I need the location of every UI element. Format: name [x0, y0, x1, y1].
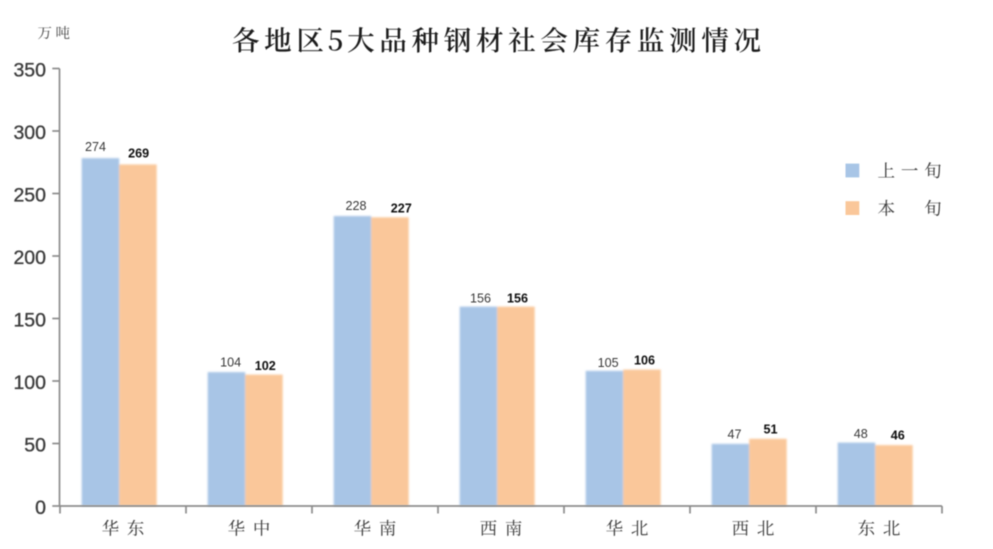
svg-text:106: 106: [634, 353, 655, 367]
svg-text:156: 156: [507, 291, 528, 305]
svg-text:300: 300: [13, 122, 46, 144]
svg-text:227: 227: [391, 202, 412, 216]
svg-text:46: 46: [891, 429, 905, 443]
svg-text:269: 269: [128, 147, 149, 161]
svg-text:0: 0: [35, 497, 46, 519]
svg-text:105: 105: [598, 356, 619, 370]
svg-text:102: 102: [255, 359, 276, 373]
svg-text:100: 100: [13, 372, 46, 394]
svg-text:48: 48: [854, 427, 868, 441]
svg-text:350: 350: [13, 59, 46, 81]
svg-text:47: 47: [727, 427, 741, 441]
svg-text:274: 274: [85, 140, 106, 154]
svg-text:51: 51: [763, 422, 777, 436]
svg-text:228: 228: [345, 199, 366, 213]
svg-text:50: 50: [24, 434, 46, 456]
svg-text:200: 200: [13, 247, 46, 269]
svg-text:104: 104: [220, 356, 241, 370]
svg-text:150: 150: [13, 309, 46, 331]
svg-text:156: 156: [470, 291, 491, 305]
svg-text:250: 250: [13, 184, 46, 206]
